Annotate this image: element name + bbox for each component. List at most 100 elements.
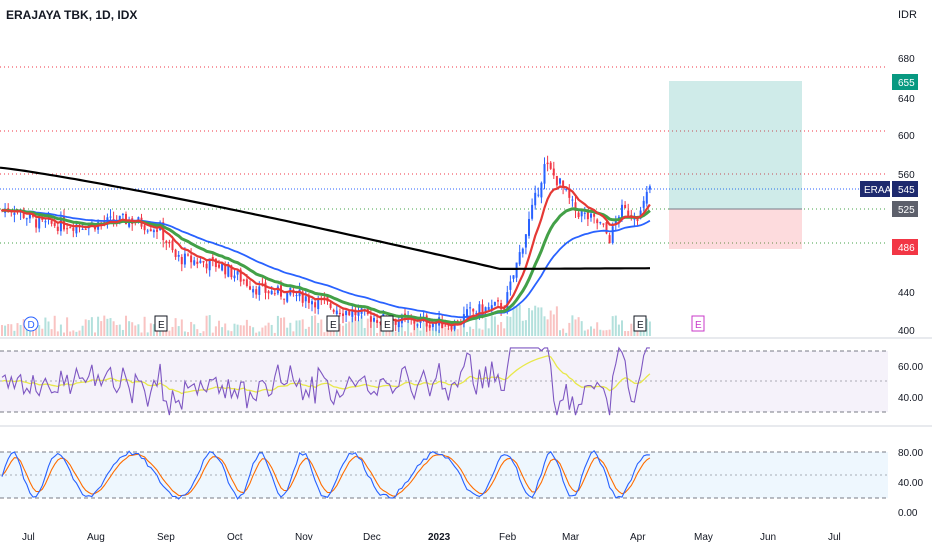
volume-bar: [224, 323, 227, 336]
candle-body: [549, 162, 552, 169]
volume-bar: [537, 307, 540, 336]
volume-bar: [261, 327, 264, 336]
candle-body: [187, 254, 189, 256]
rsi-ma-line: [1, 355, 651, 395]
ma-mid-line: [2, 209, 651, 319]
volume-bar: [301, 319, 304, 336]
candle-body: [565, 188, 568, 190]
volume-bar: [87, 320, 90, 336]
volume-bar: [500, 322, 503, 336]
time-axis[interactable]: Jul Aug Sep Oct Nov Dec 2023 Feb Mar Apr…: [22, 532, 841, 543]
earnings-marker-icon[interactable]: [633, 315, 647, 332]
volume-bar: [211, 332, 214, 336]
entry-price-badge: [892, 201, 918, 217]
volume-bar: [611, 316, 614, 336]
time-label: Jul: [22, 532, 35, 543]
candle-body: [469, 307, 472, 309]
candle-body: [580, 211, 583, 217]
candle-body: [583, 212, 586, 214]
candle-body: [146, 230, 149, 232]
volume-bar: [466, 331, 468, 336]
volume-bar: [276, 315, 279, 336]
candle-body: [227, 264, 230, 277]
event-marker-earnings[interactable]: E: [326, 315, 340, 332]
candle-body: [44, 221, 47, 223]
candle-body: [611, 226, 614, 243]
volume-bar: [354, 316, 357, 336]
volume-bar: [366, 318, 369, 336]
time-label: Oct: [227, 532, 243, 543]
candle-body: [149, 229, 152, 232]
candle-body: [524, 234, 527, 248]
candle-body: [162, 222, 165, 241]
rsi-lines[interactable]: [1, 346, 651, 416]
candle-body: [338, 312, 341, 315]
earnings-marker-icon[interactable]: [154, 315, 168, 332]
candle-body: [59, 217, 62, 232]
volume-bar: [94, 332, 96, 336]
volume-bar: [25, 328, 28, 336]
volume-bar: [19, 324, 22, 336]
candle-body: [224, 265, 227, 275]
volume-bar: [143, 316, 146, 336]
volume-bar: [323, 332, 326, 336]
volume-bar: [242, 325, 245, 336]
event-marker-earnings-upcoming[interactable]: E: [691, 315, 705, 332]
event-marker-earnings[interactable]: E: [633, 315, 647, 332]
symbol-title[interactable]: ERAJAYA TBK, 1D, IDX: [6, 8, 138, 22]
candle-body: [397, 321, 400, 328]
event-marker-earnings[interactable]: E: [380, 315, 394, 332]
candle-body: [394, 319, 397, 325]
candle-body: [165, 241, 168, 244]
volume-bar: [84, 319, 87, 336]
candle-body: [75, 224, 78, 234]
volume-bar: [78, 330, 81, 336]
volume-bar: [335, 331, 338, 336]
price-tick: 640: [898, 94, 915, 105]
candle-body: [376, 320, 379, 323]
ticker-price-badge: [892, 181, 918, 197]
moving-averages[interactable]: [0, 166, 651, 327]
ticker-price-label: 545: [898, 185, 915, 196]
candle-body: [335, 310, 338, 315]
volume-bar: [174, 318, 177, 336]
candle-body: [490, 305, 493, 310]
volume-bar: [617, 324, 620, 336]
volume-bar: [41, 328, 44, 336]
event-marker-earnings[interactable]: E: [154, 315, 168, 332]
volume-bar: [410, 332, 413, 336]
price-tick: 560: [898, 170, 915, 181]
candle-body: [590, 213, 592, 218]
target-zone[interactable]: [669, 81, 802, 209]
stop-zone[interactable]: [669, 209, 802, 249]
earnings-marker-icon[interactable]: [326, 315, 340, 332]
candle-body: [168, 241, 171, 244]
candle-body: [571, 199, 574, 201]
candle-body: [512, 275, 515, 279]
stoch-lines[interactable]: [1, 449, 651, 500]
candle-body: [202, 260, 205, 263]
volume-bar: [205, 315, 208, 336]
volume-bar: [286, 327, 289, 336]
earnings-marker-icon[interactable]: [380, 315, 394, 332]
candle-body: [236, 271, 239, 275]
candle-body: [518, 252, 521, 265]
volume-bar: [543, 316, 546, 336]
event-marker-dividend[interactable]: D: [23, 316, 39, 332]
volume-bar: [146, 332, 149, 336]
volume-bar: [338, 323, 341, 336]
candle-body: [562, 180, 565, 188]
time-label: Mar: [562, 532, 580, 543]
price-axis[interactable]: 680 640 600 560 440 400: [898, 54, 915, 337]
candle-body: [450, 324, 453, 330]
earnings-upcoming-marker-icon[interactable]: [691, 315, 705, 332]
candle-body: [431, 323, 434, 328]
volume-bar: [125, 315, 127, 336]
volume-bar: [97, 316, 100, 336]
candle-body: [190, 255, 193, 263]
dividend-marker-icon[interactable]: [23, 316, 39, 332]
candle-body: [379, 322, 382, 324]
candle-body: [552, 168, 555, 176]
